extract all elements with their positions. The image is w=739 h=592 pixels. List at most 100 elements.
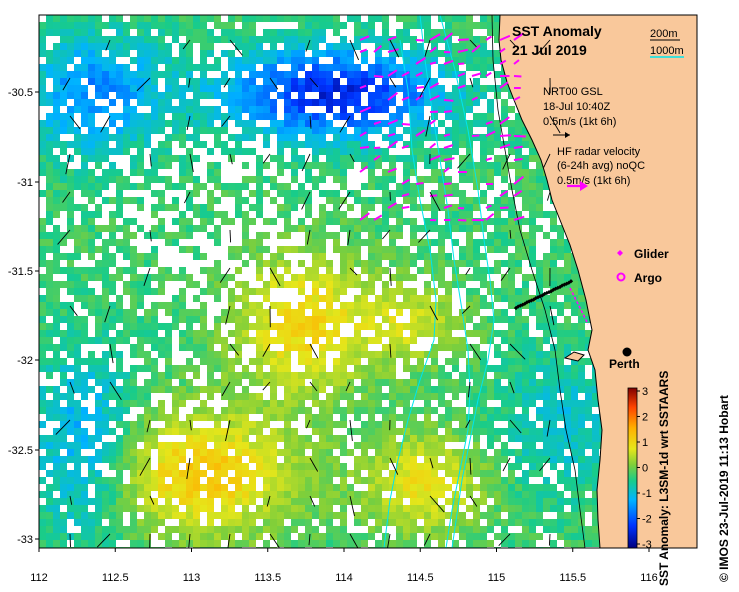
sst-cell xyxy=(431,267,438,274)
sst-cell xyxy=(179,484,186,491)
sst-cell xyxy=(249,64,256,71)
sst-cell xyxy=(235,512,242,519)
sst-cell xyxy=(116,435,123,442)
sst-cell xyxy=(235,99,242,106)
sst-cell xyxy=(221,190,228,197)
sst-cell xyxy=(242,309,249,316)
sst-cell xyxy=(53,246,60,253)
gsl-vector xyxy=(65,153,71,175)
sst-cell xyxy=(508,505,515,512)
sst-cell xyxy=(228,50,235,57)
sst-cell xyxy=(46,365,53,372)
sst-cell xyxy=(305,351,312,358)
sst-cell xyxy=(151,92,158,99)
sst-cell xyxy=(235,330,242,337)
sst-cell xyxy=(529,386,536,393)
sst-cell xyxy=(389,365,396,372)
sst-cell xyxy=(179,295,186,302)
sst-cell xyxy=(319,323,326,330)
sst-cell xyxy=(487,505,494,512)
sst-cell xyxy=(375,295,382,302)
sst-cell xyxy=(564,442,571,449)
sst-cell xyxy=(417,463,424,470)
sst-cell xyxy=(165,148,172,155)
sst-cell xyxy=(305,442,312,449)
sst-cell xyxy=(102,127,109,134)
sst-cell xyxy=(319,540,326,547)
sst-cell xyxy=(473,295,480,302)
sst-cell xyxy=(424,456,431,463)
sst-cell xyxy=(123,400,130,407)
sst-cell xyxy=(235,372,242,379)
sst-cell xyxy=(361,134,368,141)
sst-cell xyxy=(305,57,312,64)
sst-cell xyxy=(263,106,270,113)
sst-cell xyxy=(550,365,557,372)
sst-cell xyxy=(424,512,431,519)
sst-cell xyxy=(340,372,347,379)
sst-cell xyxy=(263,435,270,442)
sst-cell xyxy=(298,85,305,92)
sst-cell xyxy=(193,477,200,484)
sst-cell xyxy=(235,414,242,421)
sst-cell xyxy=(340,421,347,428)
sst-cell xyxy=(277,183,284,190)
sst-cell xyxy=(277,449,284,456)
sst-cell xyxy=(242,400,249,407)
sst-cell xyxy=(515,246,522,253)
sst-cell xyxy=(74,484,81,491)
sst-cell xyxy=(186,36,193,43)
hf-vector xyxy=(499,116,510,125)
sst-cell xyxy=(466,22,473,29)
sst-cell xyxy=(487,267,494,274)
sst-cell xyxy=(340,106,347,113)
sst-cell xyxy=(438,337,445,344)
sst-cell xyxy=(396,225,403,232)
sst-cell xyxy=(242,414,249,421)
sst-cell xyxy=(116,456,123,463)
sst-cell xyxy=(235,85,242,92)
sst-cell xyxy=(326,498,333,505)
sst-cell xyxy=(158,281,165,288)
sst-cell xyxy=(375,218,382,225)
sst-cell xyxy=(550,421,557,428)
sst-cell xyxy=(193,435,200,442)
sst-cell xyxy=(109,169,116,176)
sst-cell xyxy=(508,127,515,134)
sst-cell xyxy=(529,421,536,428)
sst-cell xyxy=(543,302,550,309)
sst-cell xyxy=(557,365,564,372)
sst-cell xyxy=(424,393,431,400)
sst-cell xyxy=(179,365,186,372)
sst-cell xyxy=(151,477,158,484)
sst-cell xyxy=(207,428,214,435)
sst-cell xyxy=(228,106,235,113)
sst-cell xyxy=(123,386,130,393)
sst-cell xyxy=(53,330,60,337)
sst-cell xyxy=(466,155,473,162)
sst-cell xyxy=(235,540,242,547)
sst-cell xyxy=(298,316,305,323)
sst-cell xyxy=(263,400,270,407)
sst-cell xyxy=(361,204,368,211)
sst-cell xyxy=(130,526,137,533)
sst-cell xyxy=(137,316,144,323)
sst-cell xyxy=(214,57,221,64)
sst-cell xyxy=(284,505,291,512)
sst-cell xyxy=(67,253,74,260)
sst-cell xyxy=(410,379,417,386)
sst-cell xyxy=(109,22,116,29)
sst-cell xyxy=(214,365,221,372)
sst-cell xyxy=(501,498,508,505)
sst-cell xyxy=(501,505,508,512)
sst-cell xyxy=(102,43,109,50)
sst-cell xyxy=(403,337,410,344)
sst-cell xyxy=(438,15,445,22)
sst-cell xyxy=(459,141,466,148)
sst-cell xyxy=(326,477,333,484)
sst-cell xyxy=(389,442,396,449)
sst-cell xyxy=(256,330,263,337)
sst-cell xyxy=(592,498,599,505)
hf-vector xyxy=(359,165,369,173)
sst-cell xyxy=(186,22,193,29)
